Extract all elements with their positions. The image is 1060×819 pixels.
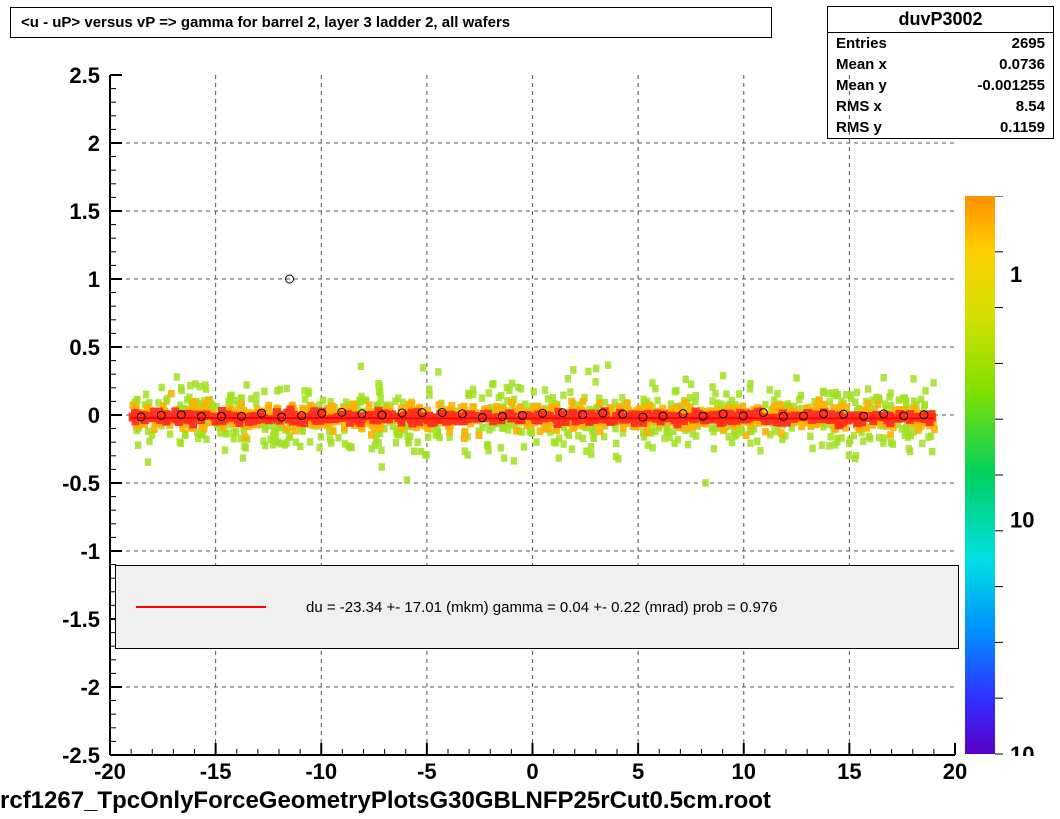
svg-text:0: 0 bbox=[88, 403, 100, 428]
svg-text:-15: -15 bbox=[200, 759, 232, 780]
scatter-plot: -2.5-2-1.5-1-0.500.511.522.5-20-15-10-50… bbox=[0, 0, 1060, 780]
colorbar: 1 10 10 bbox=[965, 196, 1060, 756]
fit-text: du = -23.34 +- 17.01 (mkm) gamma = 0.04 … bbox=[306, 599, 778, 616]
svg-text:0.5: 0.5 bbox=[69, 335, 100, 360]
svg-text:-5: -5 bbox=[417, 759, 437, 780]
svg-text:2.5: 2.5 bbox=[69, 63, 100, 88]
svg-text:1.5: 1.5 bbox=[69, 199, 100, 224]
svg-text:-2: -2 bbox=[80, 675, 100, 700]
svg-text:2: 2 bbox=[88, 131, 100, 156]
svg-text:-0.5: -0.5 bbox=[62, 471, 100, 496]
svg-text:-1: -1 bbox=[80, 539, 100, 564]
svg-text:1: 1 bbox=[1010, 262, 1022, 287]
svg-text:5: 5 bbox=[632, 759, 644, 780]
svg-text:-1.5: -1.5 bbox=[62, 607, 100, 632]
fit-legend-box: du = -23.34 +- 17.01 (mkm) gamma = 0.04 … bbox=[115, 565, 959, 649]
svg-text:-10: -10 bbox=[305, 759, 337, 780]
fit-line-sample bbox=[136, 606, 266, 608]
svg-text:10: 10 bbox=[1010, 508, 1034, 533]
svg-text:0: 0 bbox=[526, 759, 538, 780]
svg-text:1: 1 bbox=[88, 267, 100, 292]
svg-text:20: 20 bbox=[943, 759, 967, 780]
svg-text:10: 10 bbox=[732, 759, 756, 780]
svg-text:15: 15 bbox=[837, 759, 861, 780]
svg-text:10: 10 bbox=[1010, 742, 1034, 756]
svg-text:-20: -20 bbox=[94, 759, 126, 780]
footer-filename: rcf1267_TpcOnlyForceGeometryPlotsG30GBLN… bbox=[0, 787, 771, 815]
